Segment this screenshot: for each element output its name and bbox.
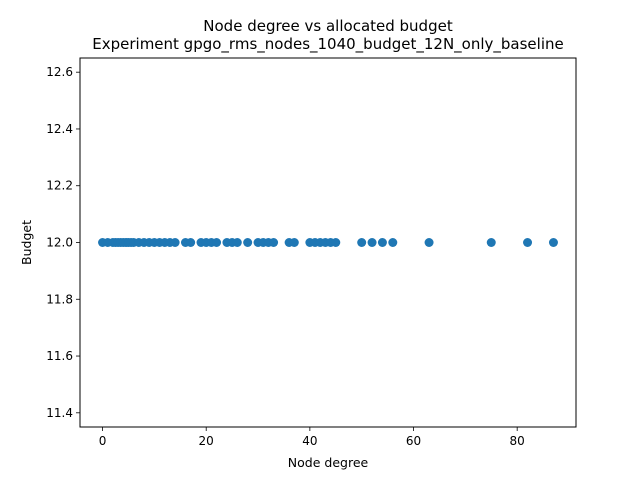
x-axis-label: Node degree [288, 455, 369, 470]
data-point [232, 238, 242, 247]
x-tick-label: 20 [199, 434, 214, 448]
data-point [289, 238, 299, 247]
data-point [186, 238, 196, 247]
y-tick-label: 12.4 [46, 122, 73, 136]
axis-ticks: 0 20 40 60 80 11.4 11.6 11.8 12.0 12.2 12.4 12.6 [46, 65, 525, 448]
y-tick-label: 12.2 [46, 179, 73, 193]
data-point [243, 238, 253, 247]
data-point [388, 238, 398, 247]
data-point [486, 238, 496, 247]
data-point [170, 238, 180, 247]
y-tick-label: 12.0 [46, 236, 73, 250]
data-point [523, 238, 533, 247]
data-point [331, 238, 341, 247]
data-point [377, 238, 387, 247]
data-point [367, 238, 377, 247]
data-point [424, 238, 434, 247]
x-tick-label: 80 [510, 434, 525, 448]
data-point [269, 238, 279, 247]
x-tick-label: 40 [302, 434, 317, 448]
x-tick-label: 0 [99, 434, 107, 448]
y-tick-label: 11.4 [46, 406, 73, 420]
data-point [548, 238, 558, 247]
data-point [357, 238, 367, 247]
y-axis-label: Budget [19, 220, 34, 265]
chart-title: Node degree vs allocated budget [203, 17, 453, 35]
chart-subtitle: Experiment gpgo_rms_nodes_1040_budget_12… [92, 35, 563, 54]
data-point [212, 238, 222, 247]
y-tick-label: 11.8 [46, 292, 73, 306]
y-tick-label: 12.6 [46, 65, 73, 79]
data-points [98, 238, 558, 247]
y-tick-label: 11.6 [46, 349, 73, 363]
x-tick-label: 60 [406, 434, 421, 448]
